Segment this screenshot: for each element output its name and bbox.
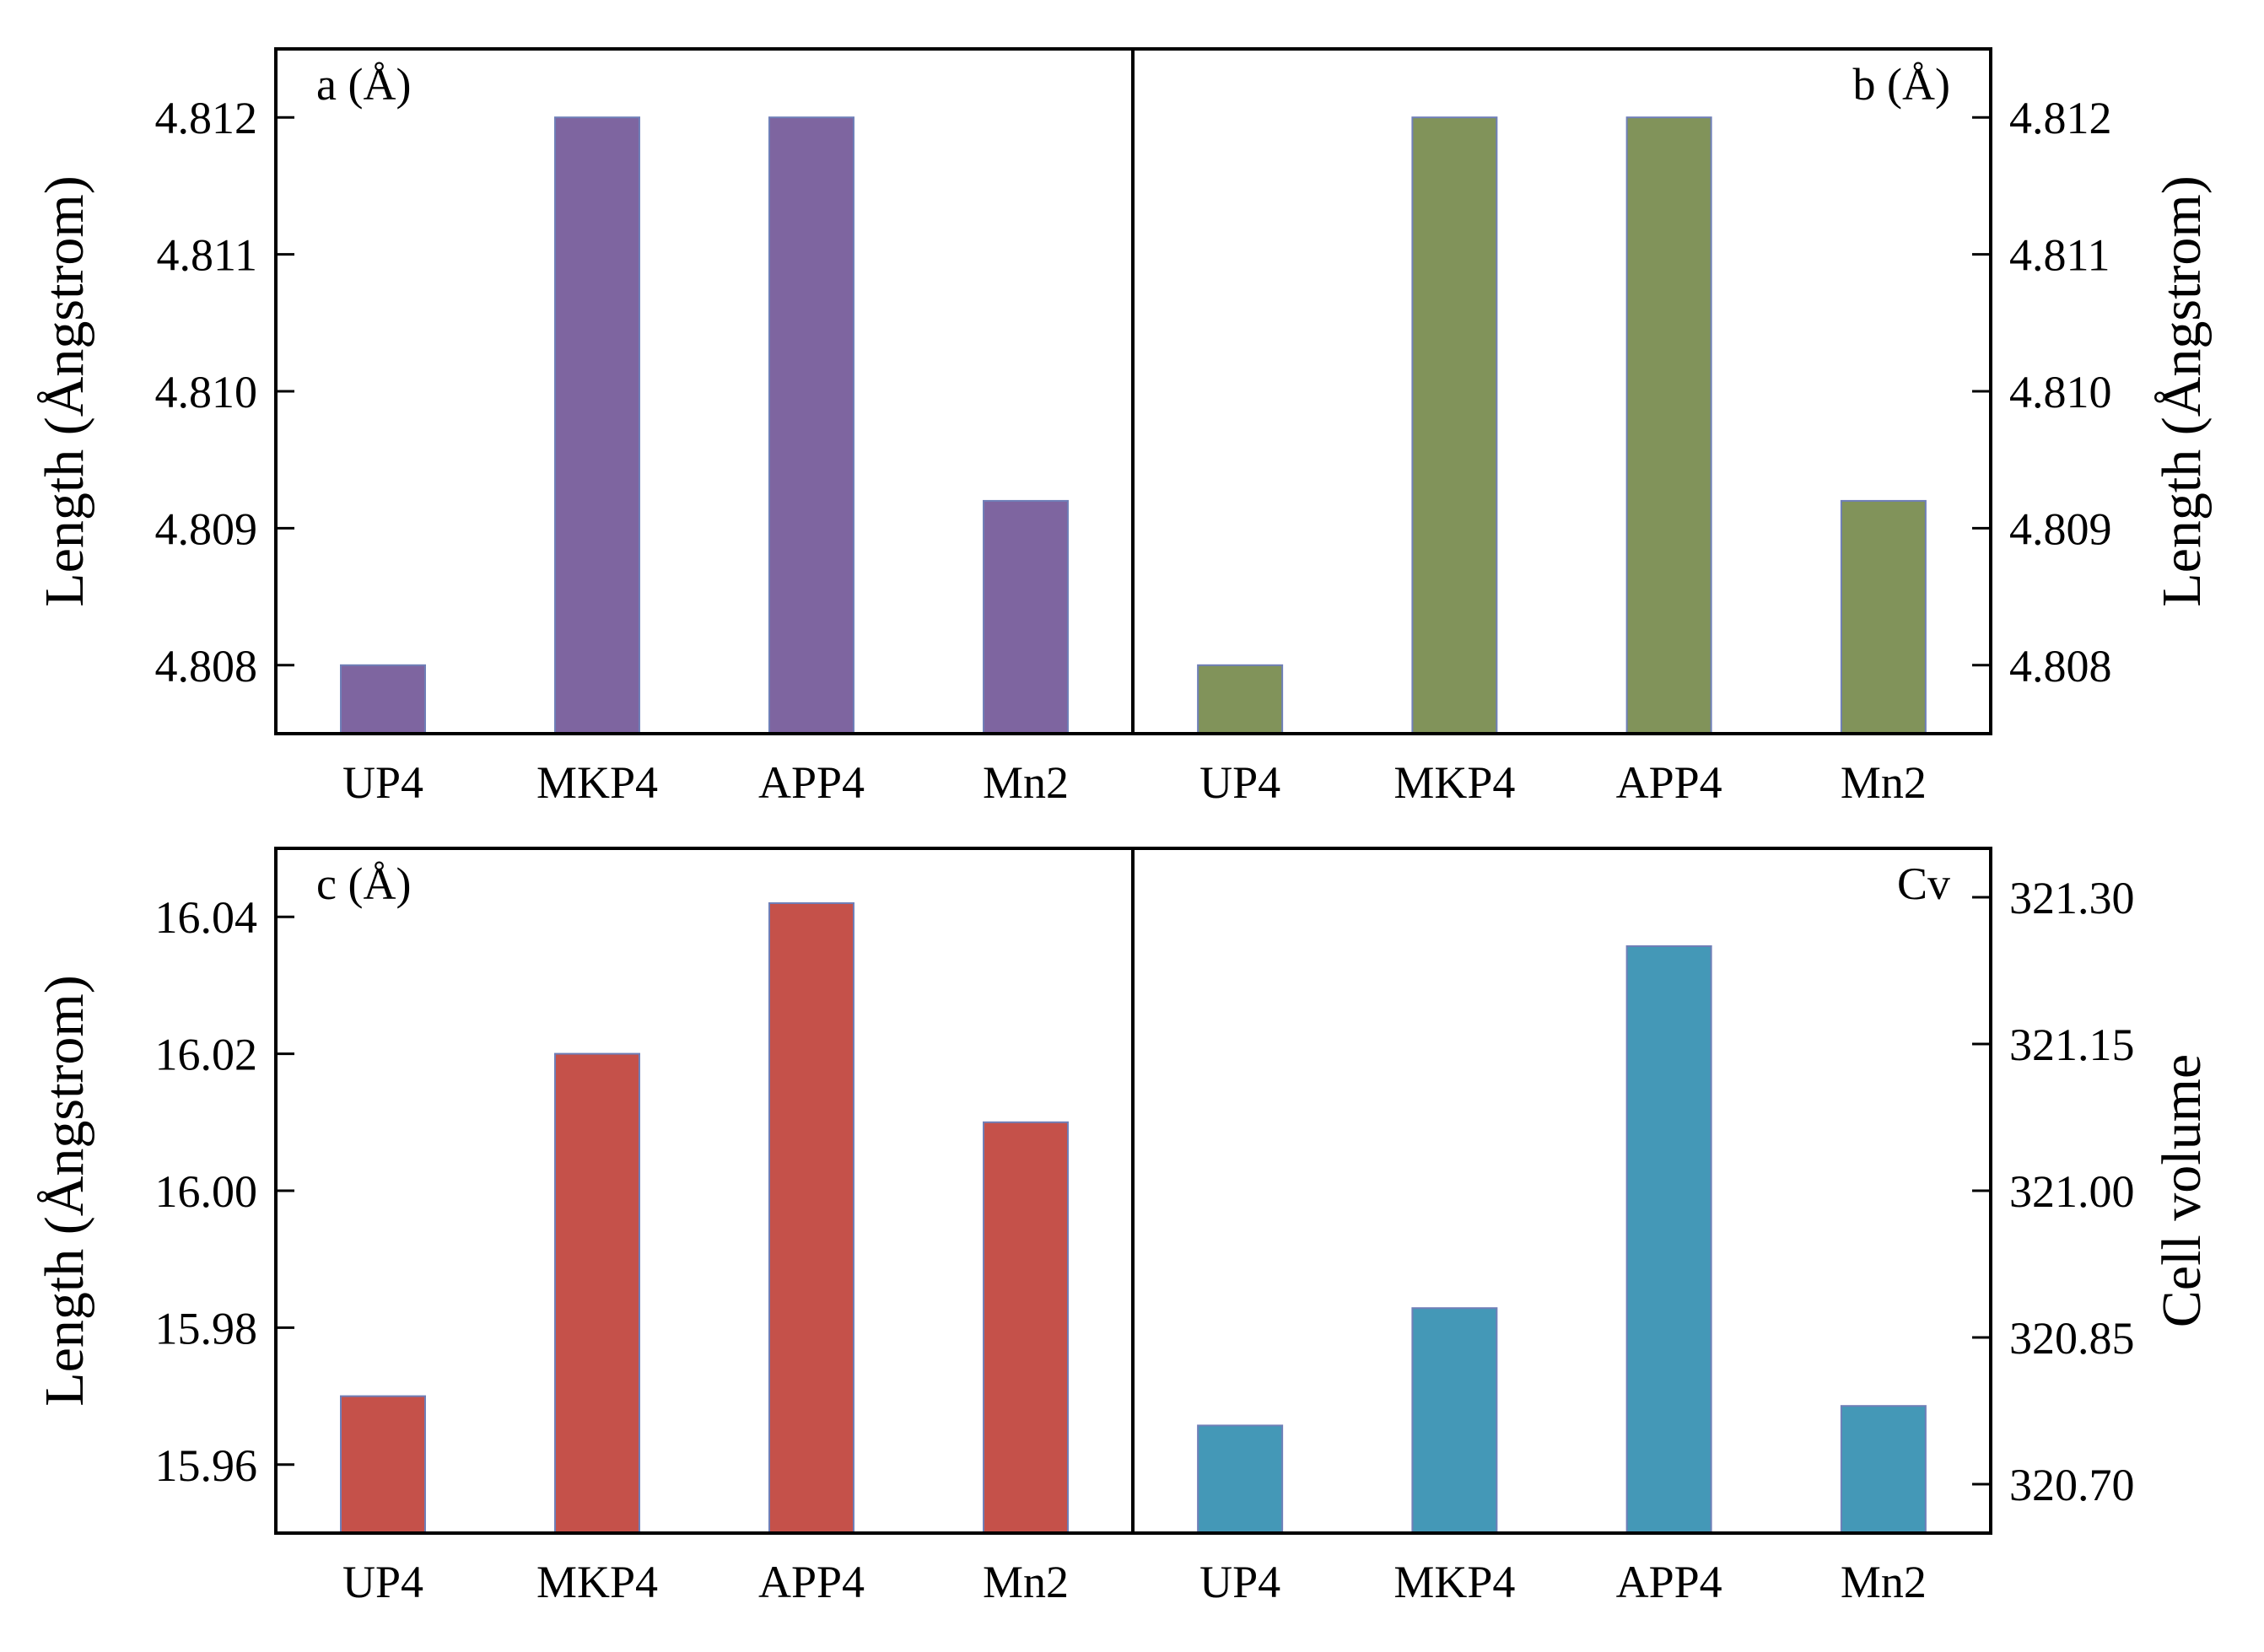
bar-b-mkp4	[1411, 116, 1498, 735]
y-tick-label: 15.96	[155, 1440, 258, 1491]
bar-b-app4	[1625, 116, 1712, 735]
bar-cv-up4	[1197, 1424, 1284, 1535]
y-tick-label: 16.00	[155, 1166, 258, 1217]
y-tick-label: 16.04	[155, 892, 258, 943]
y-axis-title: Cell volume	[2151, 1054, 2213, 1327]
y-tick-label: 4.809	[2009, 503, 2112, 554]
y-axis-title: Length (Ångstrom)	[2151, 175, 2213, 606]
category-label: APP4	[1616, 757, 1722, 808]
y-tick-label: 4.812	[2009, 93, 2112, 143]
y-tick-label: 321.00	[2009, 1166, 2135, 1217]
bar-cv-app4	[1625, 945, 1712, 1534]
category-label: Mn2	[983, 757, 1069, 808]
category-label: Mn2	[983, 1557, 1069, 1607]
y-axis-title: Length (Ångstrom)	[34, 975, 95, 1406]
bar-c-mn2	[983, 1121, 1069, 1535]
y-axis-title: Length (Ångstrom)	[34, 175, 95, 606]
bar-b-mn2	[1840, 499, 1927, 735]
y-tick-label: 4.810	[2009, 367, 2112, 417]
y-tick-label: 321.30	[2009, 873, 2135, 923]
bar-a-app4	[768, 116, 854, 735]
panel-label: b (Å)	[1853, 59, 1950, 110]
category-label: MKP4	[536, 1557, 658, 1607]
bar-a-mn2	[983, 499, 1069, 735]
y-tick-label: 4.810	[155, 367, 258, 417]
category-label: APP4	[758, 1557, 865, 1607]
y-tick-label: 4.812	[155, 93, 258, 143]
category-label: UP4	[1199, 757, 1280, 808]
bar-c-up4	[340, 1395, 426, 1534]
category-label: Mn2	[1841, 1557, 1927, 1607]
y-tick-label: 321.15	[2009, 1020, 2135, 1070]
y-tick-label: 4.811	[157, 230, 258, 281]
panel-label: c (Å)	[316, 858, 411, 909]
y-tick-label: 4.808	[2009, 641, 2112, 691]
category-label: MKP4	[536, 757, 658, 808]
panel-c: UP4 MKP4 APP4 Mn2 15.96 15.98 16.00 16.02 16.04 L…	[34, 858, 1069, 1607]
category-label: APP4	[758, 757, 865, 808]
panel-frames	[274, 47, 1992, 1535]
y-tick-label: 4.811	[2009, 230, 2110, 281]
category-label: MKP4	[1393, 1557, 1515, 1607]
y-tick-label: 320.70	[2009, 1460, 2135, 1510]
y-tick-label: 15.98	[155, 1303, 258, 1353]
y-tick-label: 16.02	[155, 1030, 258, 1080]
bar-cv-mkp4	[1411, 1307, 1498, 1534]
bar-c-app4	[768, 901, 854, 1534]
panel-label: a (Å)	[316, 59, 411, 110]
category-label: Mn2	[1841, 757, 1927, 808]
category-label: UP4	[342, 1557, 423, 1607]
panel-a: UP4 MKP4 APP4 Mn2 4.808 4.809 4.810 4.811 4.812 L…	[34, 59, 1069, 808]
y-tick-label: 4.808	[155, 641, 258, 691]
category-label: UP4	[342, 757, 423, 808]
bar-cv-mn2	[1840, 1405, 1927, 1534]
bar-b-up4	[1197, 664, 1284, 735]
y-tick-label: 4.809	[155, 503, 258, 554]
bar-a-mkp4	[554, 116, 640, 735]
y-tick-label: 320.85	[2009, 1313, 2135, 1364]
panel-cv: UP4 MKP4 APP4 Mn2 320.70 320.85 321.00 321.15 32…	[1197, 858, 2213, 1607]
category-label: APP4	[1616, 1557, 1722, 1607]
bar-c-mkp4	[554, 1052, 640, 1534]
bar-a-up4	[340, 664, 426, 735]
panel-label: Cv	[1897, 858, 1950, 909]
category-label: UP4	[1199, 1557, 1280, 1607]
category-label: MKP4	[1393, 757, 1515, 808]
panel-b: UP4 MKP4 APP4 Mn2 4.808 4.809 4.810 4.811 4.812 L…	[1197, 59, 2213, 808]
